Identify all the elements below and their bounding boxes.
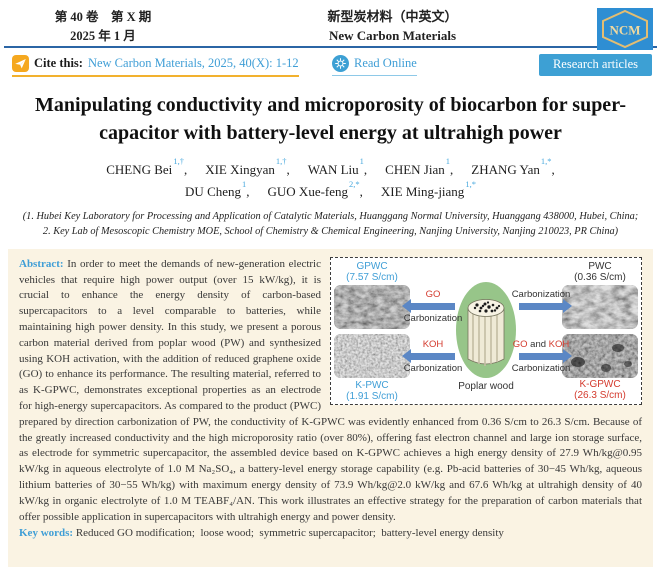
arrow-go-carbonization: GO Carbonization xyxy=(402,288,463,324)
journal-name-block: 新型炭材料（中英文） New Carbon Materials xyxy=(188,8,597,46)
sample-label-k-pwc: K-PWC (1.91 S/cm) xyxy=(346,379,398,403)
author: XIE Ming-jiang1,* xyxy=(380,178,476,199)
paper-plane-icon xyxy=(12,55,29,72)
sample-label-gpwc: GPWC (7.57 S/cm) xyxy=(346,260,398,284)
logo-text: NCM xyxy=(609,23,640,38)
affiliation-1: (1. Hubei Key Laboratory for Processing … xyxy=(22,210,639,222)
poplar-wood-illustration xyxy=(455,281,517,379)
title-line-1: Manipulating conductivity and microporos… xyxy=(35,94,626,116)
abstract-intro: In order to meet the demands of new-gene… xyxy=(19,257,322,397)
poplar-wood-label: Poplar wood xyxy=(458,380,514,392)
journal-masthead: 第 40 卷 第 X 期 2025 年 1 月 新型炭材料（中英文） New C… xyxy=(0,0,661,50)
read-online-label: Read Online xyxy=(354,56,417,70)
journal-name-cn: 新型炭材料（中英文） xyxy=(327,9,458,24)
abstract-body: demonstrates exceptional properties as a… xyxy=(19,384,642,523)
issue-volume-line: 第 40 卷 第 X 期 xyxy=(54,10,152,24)
author: GUO Xue-feng2,*, xyxy=(267,178,363,199)
sem-image-gpwc xyxy=(334,284,410,329)
ncm-hexagon-logo: NCM xyxy=(597,8,653,50)
author-line-1: CHENG Bei1,†, XIE Xingyan1,†, WAN Liu1, CHE… xyxy=(0,156,661,178)
issue-date-line: 2025 年 1 月 xyxy=(70,29,136,44)
journal-name-en: New Carbon Materials xyxy=(328,27,457,43)
author: XIE Xingyan1,†, xyxy=(205,156,290,177)
read-online-link[interactable]: Read Online xyxy=(332,55,417,76)
article-title: Manipulating conductivity and microporos… xyxy=(26,92,635,147)
keywords-line: Key words: Reduced GO modification; loos… xyxy=(19,526,642,542)
right-arrow-icon xyxy=(519,299,572,314)
article-type-badge[interactable]: Research articles xyxy=(538,54,652,76)
arrow-go-koh-carbonization: GO and KOH Carbonization xyxy=(511,338,572,374)
left-arrow-icon xyxy=(402,299,455,314)
header-divider xyxy=(4,46,657,48)
author: CHEN Jian1, xyxy=(385,156,454,177)
arrow-koh-carbonization: KOH Carbonization xyxy=(402,338,463,374)
keywords-text: Reduced GO modification; loose wood; sym… xyxy=(75,527,504,540)
sem-image-k-gpwc xyxy=(562,333,638,378)
title-line-2: capacitor with battery-level energy at u… xyxy=(99,121,562,144)
affiliation-2: 2. Key Lab of Mesoscopic Chemistry MOE, … xyxy=(42,225,619,237)
abstract-label: Abstract: xyxy=(19,257,64,270)
right-arrow-icon xyxy=(519,349,572,364)
affiliations: (1. Hubei Key Laboratory for Processing … xyxy=(0,209,661,239)
citation-link[interactable]: New Carbon Materials, 2025, 40(X): 1-12 xyxy=(87,56,299,70)
flower-badge-icon xyxy=(332,55,349,72)
author: DU Cheng1, xyxy=(185,178,250,199)
cite-this-label: Cite this: xyxy=(34,56,83,70)
sem-image-k-pwc xyxy=(334,333,410,378)
author: WAN Liu1, xyxy=(307,156,368,177)
cite-this-group: Cite this: New Carbon Materials, 2025, 4… xyxy=(12,55,299,77)
left-arrow-icon xyxy=(402,349,455,364)
author: ZHANG Yan1,*, xyxy=(471,156,555,177)
sample-label-pwc: PWC (0.36 S/cm) xyxy=(574,260,626,284)
issue-info: 第 40 卷 第 X 期 2025 年 1 月 xyxy=(18,8,188,47)
cite-bar: Cite this: New Carbon Materials, 2025, 4… xyxy=(0,53,661,83)
author-line-2: DU Cheng1, GUO Xue-feng2,*, XIE Ming-jiang… xyxy=(0,179,661,201)
author: CHENG Bei1,†, xyxy=(106,156,188,177)
abstract-box: GPWC (7.57 S/cm) PWC (0.36 S/cm) K-PWC (1.9… xyxy=(8,248,653,567)
sem-image-pwc xyxy=(562,284,638,329)
keywords-label: Key words: xyxy=(19,527,74,540)
arrow-carbonization: Carbonization xyxy=(512,289,572,314)
graphical-abstract: GPWC (7.57 S/cm) PWC (0.36 S/cm) K-PWC (1.9… xyxy=(330,256,642,405)
abstract-text: Abstract: In order to meet the demands o… xyxy=(19,257,642,526)
author-list: CHENG Bei1,†, XIE Xingyan1,†, WAN Liu1, CHE… xyxy=(0,156,661,201)
sample-label-k-gpwc: K-GPWC (26.3 S/cm) xyxy=(574,378,626,402)
